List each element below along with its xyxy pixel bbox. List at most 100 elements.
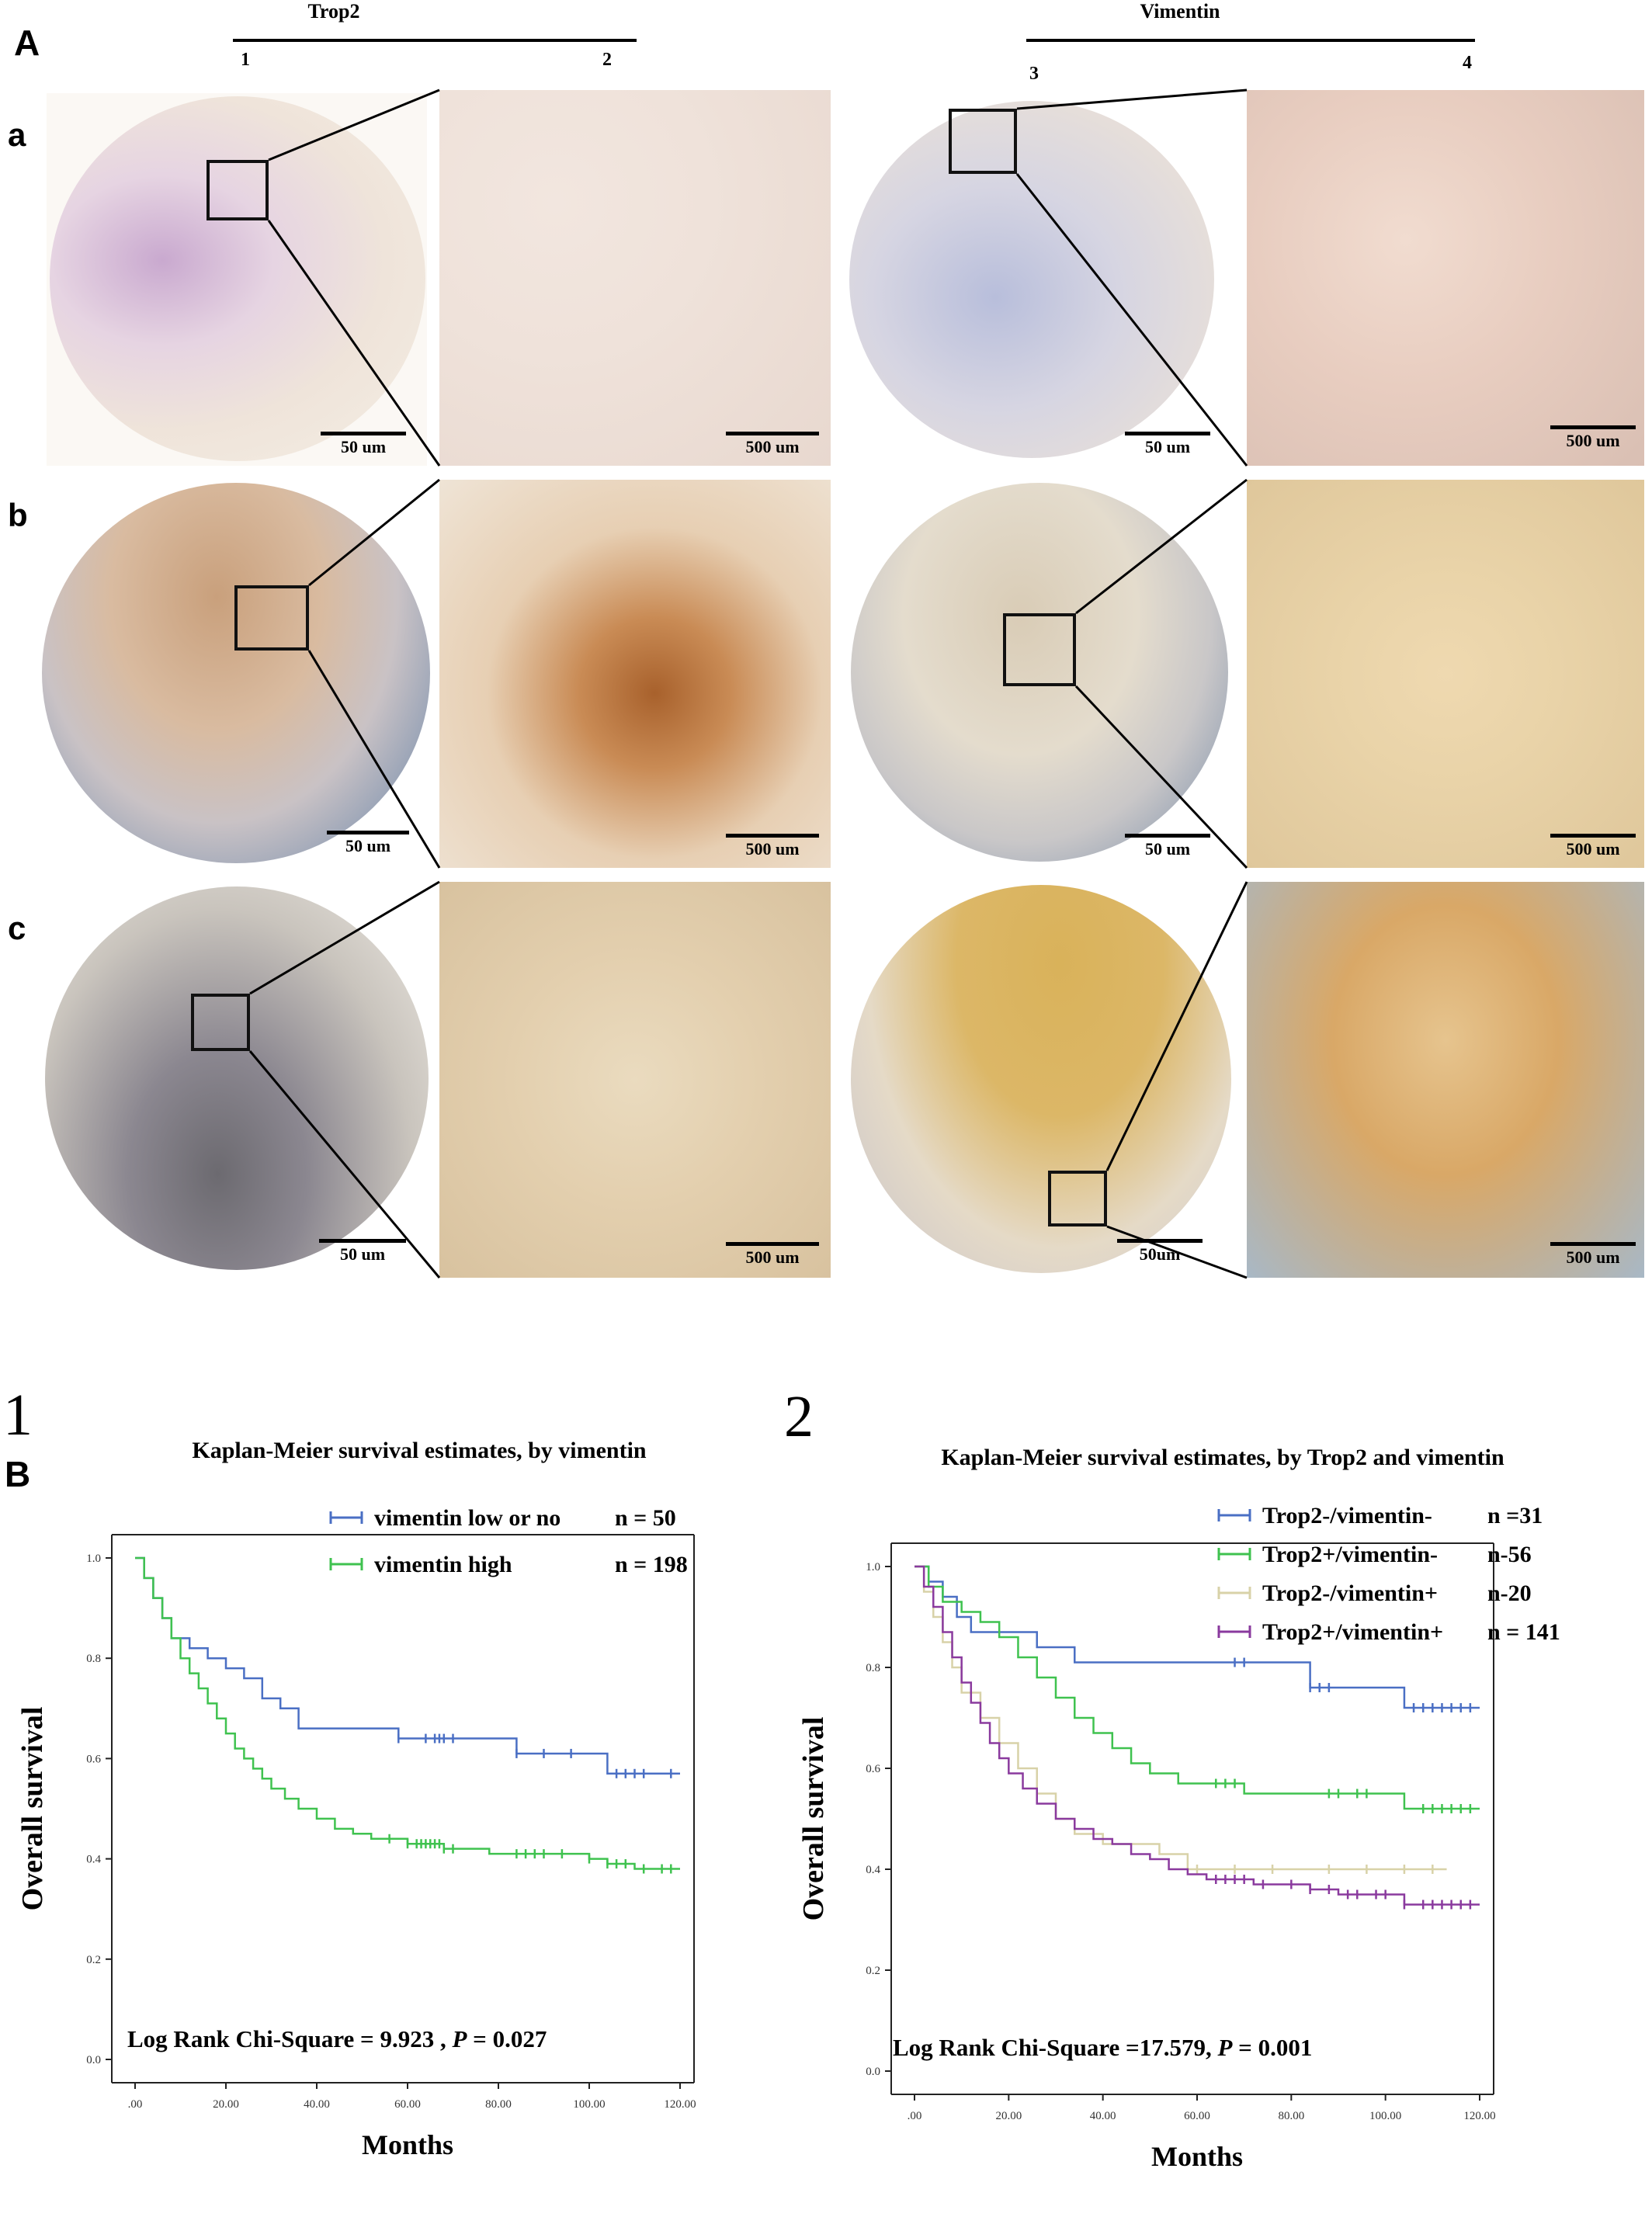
x-tick-label: 20.00 — [995, 2110, 1022, 2122]
zoom-connector-lines — [248, 88, 1248, 1279]
y-tick-label: 0.4 — [86, 1854, 101, 1866]
legend-label: Trop2-/vimentin- — [1262, 1503, 1432, 1528]
scale-label: 50 um — [1144, 437, 1191, 456]
scale-bar-row-b-col3: 50 um — [1121, 834, 1214, 859]
scale-label: 500 um — [1566, 839, 1620, 859]
scale-bar-row-c-col2: 500 um — [722, 1242, 823, 1268]
survival-curve-4 — [914, 1565, 1480, 1906]
group-rule-vimentin — [1026, 39, 1475, 42]
x-tick-label: 60.00 — [1184, 2110, 1210, 2122]
x-tick-label: 80.00 — [1278, 2110, 1304, 2122]
x-tick-label: 100.00 — [1369, 2110, 1401, 2122]
column-number-1: 1 — [241, 50, 250, 70]
column-number-3: 3 — [1029, 64, 1039, 84]
scale-bar-row-a-col4: 500 um — [1545, 425, 1641, 451]
row-label-c: c — [8, 910, 26, 946]
y-tick-label: 1.0 — [866, 1561, 880, 1573]
tma-core-row-c-trop2 — [39, 882, 438, 1278]
tma-core-row-a-trop2 — [47, 93, 427, 466]
y-tick-label: 0.2 — [86, 1954, 101, 1966]
scale-label: 50 um — [340, 437, 387, 456]
x-tick-label: 60.00 — [394, 2098, 421, 2111]
column-number-2: 2 — [602, 50, 612, 70]
p-value-text: = 0.027 — [467, 2025, 547, 2052]
legend-label: Trop2-/vimentin+ — [1262, 1580, 1438, 1606]
scale-label: 500 um — [745, 839, 800, 859]
zoom-region-row-b-vimentin — [1003, 613, 1076, 686]
scale-label: 50 um — [1144, 839, 1191, 859]
scale-bar-row-c-col1: 50 um — [315, 1239, 410, 1265]
scale-label: 500 um — [1566, 431, 1620, 450]
legend-count: n = 50 — [615, 1505, 676, 1531]
scale-label: 50 um — [345, 836, 391, 855]
scale-label: 50um — [1139, 1244, 1181, 1264]
legend-count: n-20 — [1487, 1580, 1532, 1606]
y-tick-label: 0.2 — [866, 1965, 880, 1977]
y-tick-label: 0.6 — [86, 1753, 101, 1765]
tma-core-row-a-vimentin — [846, 93, 1234, 466]
tma-core-row-b-trop2 — [39, 480, 438, 868]
log-rank-text: Log Rank Chi-Square =17.579, — [893, 2034, 1217, 2061]
scale-bar-row-a-col3: 50 um — [1121, 432, 1214, 457]
chart-title: Kaplan-Meier survival estimates, by Trop… — [941, 1445, 1504, 1470]
x-tick-label: 120.00 — [664, 2098, 696, 2111]
scale-label: 500 um — [745, 1247, 800, 1267]
zoom-region-row-c-vimentin — [1048, 1171, 1107, 1226]
y-tick-label: 1.0 — [86, 1553, 101, 1565]
scale-bar-row-b-col1: 50 um — [323, 831, 413, 856]
x-axis-label: Months — [362, 2129, 453, 2160]
x-tick-label: 80.00 — [485, 2098, 512, 2111]
scale-bar-row-c-col3: 50um — [1113, 1239, 1206, 1265]
scale-bar-row-a-col2: 500 um — [722, 432, 823, 457]
micrograph-row-c-vimentin-zoom — [1247, 882, 1644, 1278]
y-tick-label: 0.4 — [866, 1864, 880, 1876]
y-tick-label: 0.8 — [86, 1653, 101, 1665]
y-tick-label: 0.0 — [866, 2066, 880, 2078]
x-axis-label: Months — [1151, 2141, 1243, 2172]
scale-label: 500 um — [1566, 1247, 1620, 1267]
y-axis-label: Overall survival — [16, 1707, 49, 1911]
chart-title: Kaplan-Meier survival estimates, by vime… — [192, 1438, 647, 1463]
x-tick-label: 100.00 — [573, 2098, 605, 2111]
group-rule-trop2 — [233, 39, 637, 42]
legend-count: n =31 — [1487, 1503, 1543, 1528]
zoom-region-row-a-trop2 — [206, 160, 269, 220]
micrograph-row-c-trop2-zoom — [439, 882, 831, 1278]
panel-b-label: B — [5, 1454, 31, 1494]
micrograph-row-a-vimentin-zoom — [1247, 90, 1644, 466]
scale-label: 50 um — [339, 1244, 386, 1264]
scale-label: 500 um — [745, 437, 800, 456]
km-chart-vimentin: Kaplan-Meier survival estimates, by vime… — [16, 1438, 696, 2160]
chart-number-2: 2 — [784, 1384, 814, 1449]
legend-count: n = 198 — [615, 1552, 688, 1577]
y-tick-label: 0.0 — [86, 2054, 101, 2066]
chart-number-1: 1 — [3, 1383, 33, 1448]
micrograph-row-a-trop2-zoom — [439, 90, 831, 466]
legend-label: vimentin low or no — [374, 1505, 560, 1531]
legend-label: Trop2+/vimentin+ — [1262, 1619, 1443, 1645]
p-value-symbol: P — [451, 2025, 467, 2052]
log-rank-annotation: Log Rank Chi-Square = 9.923 , P = 0.027 — [127, 2025, 547, 2052]
group-title-vimentin: Vimentin — [1140, 0, 1220, 23]
panel-a-label: A — [14, 23, 40, 63]
zoom-region-row-c-trop2 — [191, 994, 250, 1051]
x-tick-label: .00 — [128, 2098, 143, 2111]
micrograph-row-b-vimentin-zoom — [1247, 480, 1644, 868]
x-tick-label: 40.00 — [1090, 2110, 1116, 2122]
km-chart-trop2-vimentin: Kaplan-Meier survival estimates, by Trop… — [797, 1445, 1560, 2172]
x-tick-label: .00 — [908, 2110, 922, 2122]
row-label-b: b — [8, 497, 28, 533]
y-tick-label: 0.6 — [866, 1763, 880, 1775]
legend-label: vimentin high — [374, 1552, 512, 1577]
log-rank-annotation: Log Rank Chi-Square =17.579, P = 0.001 — [893, 2034, 1312, 2061]
scale-bar-row-c-col4: 500 um — [1545, 1242, 1641, 1268]
legend-label: Trop2+/vimentin- — [1262, 1542, 1438, 1567]
tma-core-row-c-vimentin — [846, 882, 1234, 1278]
scale-bar-row-b-col2: 500 um — [722, 834, 823, 859]
survival-curve-2 — [135, 1556, 680, 1870]
group-title-trop2: Trop2 — [307, 0, 360, 23]
scale-bar-row-a-col1: 50 um — [317, 432, 410, 457]
x-tick-label: 20.00 — [213, 2098, 239, 2111]
survival-curve-3 — [914, 1565, 1447, 1871]
scale-bar-row-b-col4: 500 um — [1545, 834, 1641, 859]
